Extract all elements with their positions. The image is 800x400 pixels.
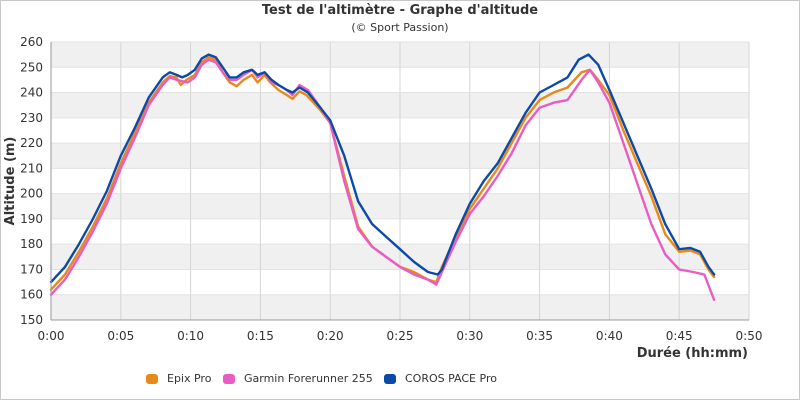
y-tick-label: 200 xyxy=(20,187,43,201)
legend-label: Garmin Forerunner 255 xyxy=(244,372,373,385)
legend-swatch xyxy=(223,373,235,384)
series-line-coros-pace-pro xyxy=(49,53,716,284)
y-tick-label: 150 xyxy=(20,313,43,327)
chart-title: Test de l'altimètre - Graphe d'altitude xyxy=(261,3,539,18)
y-tick-label: 190 xyxy=(20,212,43,226)
y-tick-label: 240 xyxy=(20,86,43,100)
legend-label: COROS PACE Pro xyxy=(405,372,497,385)
x-tick-label: 0:10 xyxy=(177,329,204,343)
y-tick-label: 160 xyxy=(20,288,43,302)
y-tick-label: 220 xyxy=(20,136,43,150)
x-tick-label: 0:00 xyxy=(38,329,65,343)
y-tick-label: 250 xyxy=(20,60,43,74)
x-tick-labels: 0:00 0:05 0:10 0:15 0:20 0:25 0:30 0:35 0:40 0:45… xyxy=(38,329,763,343)
chart-subtitle: (© Sport Passion) xyxy=(351,21,449,34)
chart-legend: Epix Pro Garmin Forerunner 255 COROS PAC… xyxy=(0,372,800,388)
x-tick-label: 0:25 xyxy=(387,329,414,343)
legend-item-garmin-forerunner-255[interactable]: Garmin Forerunner 255 xyxy=(223,372,373,385)
plot-axes xyxy=(50,42,749,321)
legend-label: Epix Pro xyxy=(167,372,212,385)
y-tick-label: 180 xyxy=(20,237,43,251)
y-tick-label: 230 xyxy=(20,111,43,125)
y-tick-label: 210 xyxy=(20,161,43,175)
horizontal-gridlines xyxy=(51,41,749,321)
legend-item-epix-pro[interactable]: Epix Pro xyxy=(146,372,211,385)
x-tick-label: 0:15 xyxy=(247,329,274,343)
y-tick-labels: 150 160 170 180 190 200 210 220 230 240 250 260 xyxy=(20,35,43,327)
y-tick-label: 260 xyxy=(20,35,43,49)
x-tick-label: 0:05 xyxy=(107,329,134,343)
legend-item-coros-pace-pro[interactable]: COROS PACE Pro xyxy=(384,372,497,385)
series-lines xyxy=(49,53,716,301)
y-axis-title: Altitude (m) xyxy=(3,137,18,226)
x-tick-label: 0:35 xyxy=(526,329,553,343)
legend-swatch xyxy=(146,373,158,384)
x-tick-label: 0:50 xyxy=(736,329,763,343)
x-axis-title: Durée (hh:mm) xyxy=(637,346,748,361)
x-tick-label: 0:20 xyxy=(317,329,344,343)
x-tick-label: 0:30 xyxy=(456,329,483,343)
x-tick-label: 0:40 xyxy=(596,329,623,343)
x-tick-label: 0:45 xyxy=(666,329,693,343)
legend-swatch xyxy=(384,373,396,384)
y-tick-label: 170 xyxy=(20,262,43,276)
